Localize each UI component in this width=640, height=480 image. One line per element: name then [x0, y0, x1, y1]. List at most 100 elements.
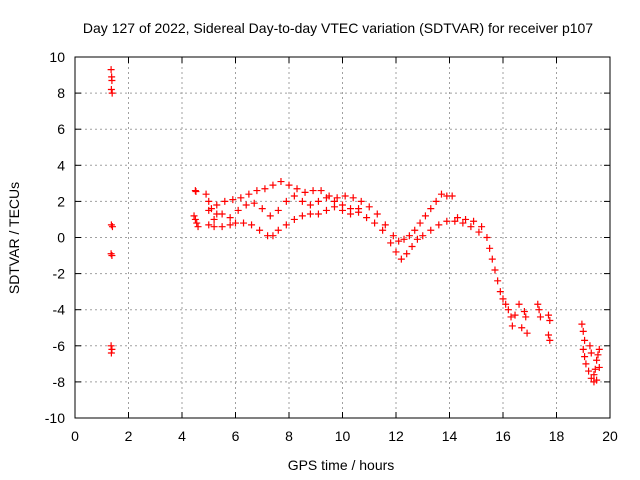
data-point	[387, 239, 395, 247]
data-point	[496, 288, 504, 296]
data-point	[221, 197, 229, 205]
data-point	[218, 223, 226, 231]
x-tick-label: 16	[495, 428, 511, 444]
data-point	[534, 300, 542, 308]
y-tick-label: -6	[53, 338, 66, 354]
y-tick-label: 4	[57, 157, 65, 173]
data-point	[365, 203, 373, 211]
data-point	[585, 367, 593, 375]
data-point	[363, 214, 371, 222]
y-tick-label: -4	[53, 302, 66, 318]
data-point	[210, 223, 218, 231]
data-point	[546, 317, 554, 325]
data-point	[237, 194, 245, 202]
data-point	[347, 210, 355, 218]
data-point	[536, 313, 544, 321]
data-point	[107, 221, 115, 229]
y-tick-label: -8	[53, 374, 66, 390]
data-point	[371, 219, 379, 227]
data-point	[322, 194, 330, 202]
data-point	[432, 197, 440, 205]
data-point	[475, 228, 483, 236]
data-point	[502, 300, 510, 308]
data-point	[250, 199, 258, 207]
data-point	[274, 226, 282, 234]
data-point	[205, 197, 213, 205]
data-point	[544, 311, 552, 319]
data-point	[293, 185, 301, 193]
data-point	[595, 345, 603, 353]
data-point	[397, 255, 405, 263]
x-tick-label: 6	[232, 428, 240, 444]
data-point	[581, 353, 589, 361]
chart-title: Day 127 of 2022, Sidereal Day-to-day VTE…	[83, 20, 593, 36]
data-point	[266, 212, 274, 220]
data-point	[587, 374, 595, 382]
data-point	[478, 223, 486, 231]
data-point	[285, 181, 293, 189]
x-tick-label: 4	[178, 428, 186, 444]
y-tick-label: 10	[49, 49, 65, 65]
data-point	[107, 250, 115, 258]
data-point	[486, 244, 494, 252]
data-points	[107, 66, 603, 386]
data-point	[317, 187, 325, 195]
data-point	[459, 219, 467, 227]
data-point	[341, 192, 349, 200]
y-axis-label: SDTVAR / TECUs	[6, 182, 22, 294]
data-point	[226, 214, 234, 222]
data-point	[416, 219, 424, 227]
data-point	[593, 356, 601, 364]
data-point	[579, 327, 587, 335]
data-point	[108, 89, 116, 97]
data-point	[314, 197, 322, 205]
data-point	[373, 210, 381, 218]
data-point	[269, 181, 277, 189]
data-point	[427, 205, 435, 213]
data-point	[587, 349, 595, 357]
data-point	[274, 206, 282, 214]
data-point	[282, 221, 290, 229]
data-point	[413, 235, 421, 243]
data-point	[107, 66, 115, 74]
data-point	[594, 351, 602, 359]
data-point	[322, 206, 330, 214]
data-point	[290, 192, 298, 200]
data-point	[205, 206, 213, 214]
data-point	[229, 196, 237, 204]
data-point	[107, 342, 115, 350]
data-point	[232, 219, 239, 227]
data-point	[108, 223, 116, 231]
data-point	[245, 190, 253, 198]
data-point	[508, 322, 516, 330]
data-point	[518, 324, 526, 332]
grid	[75, 57, 610, 418]
data-point	[535, 306, 543, 314]
data-point	[462, 215, 470, 223]
data-point	[205, 221, 213, 229]
data-point	[546, 336, 554, 344]
data-point	[467, 223, 475, 231]
data-point	[314, 210, 322, 218]
data-point	[591, 365, 599, 373]
data-point	[108, 76, 116, 84]
data-point	[298, 212, 306, 220]
data-point	[582, 360, 590, 368]
data-point	[107, 85, 115, 93]
data-point	[435, 221, 443, 229]
data-point	[403, 250, 411, 258]
y-tick-label: -2	[53, 266, 66, 282]
data-point	[290, 215, 298, 223]
data-point	[194, 223, 202, 231]
x-tick-label: 8	[285, 428, 293, 444]
data-point	[421, 212, 429, 220]
data-point	[218, 210, 226, 218]
data-point	[522, 313, 530, 321]
data-point	[488, 255, 496, 263]
data-point	[389, 232, 397, 240]
data-point	[248, 221, 256, 229]
data-point	[108, 252, 116, 260]
data-point	[191, 215, 199, 223]
data-point	[269, 232, 277, 240]
data-point	[306, 210, 314, 218]
